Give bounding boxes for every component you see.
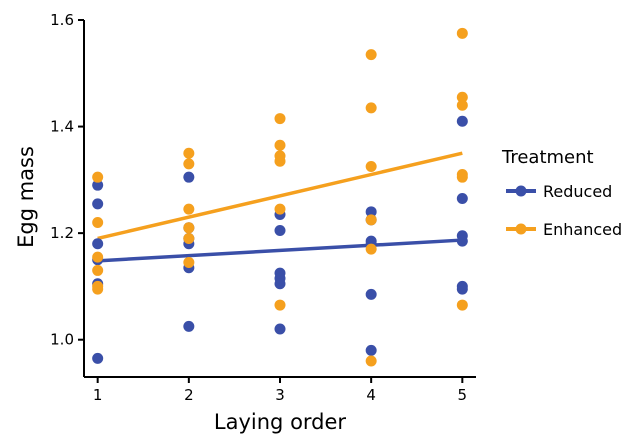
point-reduced: [92, 352, 104, 364]
point-enhanced: [365, 243, 377, 255]
point-enhanced: [92, 171, 104, 183]
trend-line-enhanced: [97, 151, 463, 241]
point-enhanced: [274, 203, 286, 215]
point-enhanced: [92, 216, 104, 228]
trend-line-reduced: [97, 238, 463, 263]
point-reduced: [92, 238, 104, 250]
legend-label-reduced: Reduced: [543, 182, 612, 201]
trend-lines: [97, 151, 463, 263]
legend-label-enhanced: Enhanced: [543, 220, 622, 239]
point-reduced: [456, 193, 468, 204]
point-enhanced: [365, 161, 377, 173]
point-reduced: [92, 198, 104, 210]
point-enhanced: [456, 171, 468, 183]
point-enhanced: [456, 299, 468, 311]
point-reduced: [456, 283, 468, 295]
point-enhanced: [456, 91, 468, 103]
point-reduced: [92, 179, 104, 191]
y-tick-label: 1.4: [50, 118, 74, 136]
point-reduced: [183, 171, 195, 183]
legend-item-reduced: Reduced: [506, 182, 612, 201]
axes: [78, 19, 476, 383]
point-enhanced: [274, 299, 286, 311]
point-reduced: [183, 320, 195, 332]
legend: Treatment Reduced Enhanced: [501, 147, 622, 239]
point-enhanced: [365, 49, 377, 61]
y-tick-label: 1.2: [50, 224, 74, 242]
point-enhanced: [274, 139, 286, 151]
point-reduced: [274, 323, 286, 335]
legend-marker-reduced: [515, 185, 527, 197]
point-reduced: [274, 224, 286, 236]
point-enhanced: [183, 203, 195, 215]
point-reduced: [456, 235, 468, 247]
point-enhanced: [456, 27, 468, 39]
x-tick-label: 1: [93, 386, 103, 404]
point-enhanced: [365, 355, 377, 367]
legend-title: Treatment: [501, 147, 594, 168]
point-enhanced: [92, 283, 104, 295]
point-reduced: [365, 344, 377, 356]
point-enhanced: [456, 99, 468, 111]
point-enhanced: [92, 264, 104, 276]
tick-labels: 1 2 3 4 5 1.0 1.2 1.4 1.6: [50, 11, 467, 404]
legend-item-enhanced: Enhanced: [506, 220, 622, 239]
data-points: [92, 27, 468, 367]
legend-marker-enhanced: [515, 223, 527, 235]
point-enhanced: [274, 155, 286, 167]
y-axis-title: Egg mass: [14, 146, 38, 248]
x-axis-title: Laying order: [214, 410, 347, 434]
x-tick-label: 4: [366, 386, 376, 404]
point-reduced: [365, 206, 377, 218]
point-reduced: [456, 115, 468, 127]
x-tick-label: 2: [184, 386, 194, 404]
point-enhanced: [274, 113, 286, 125]
point-enhanced: [365, 214, 377, 226]
point-enhanced: [183, 222, 195, 234]
point-enhanced: [183, 147, 195, 159]
point-reduced: [274, 278, 286, 290]
point-enhanced: [365, 102, 377, 114]
x-tick-label: 5: [458, 386, 468, 404]
x-tick-label: 3: [275, 386, 285, 404]
y-tick-label: 1.0: [50, 331, 74, 349]
point-reduced: [365, 288, 377, 300]
y-tick-label: 1.6: [50, 11, 74, 29]
point-enhanced: [183, 256, 195, 268]
point-enhanced: [183, 158, 195, 170]
point-enhanced: [183, 232, 195, 244]
point-enhanced: [92, 251, 104, 263]
